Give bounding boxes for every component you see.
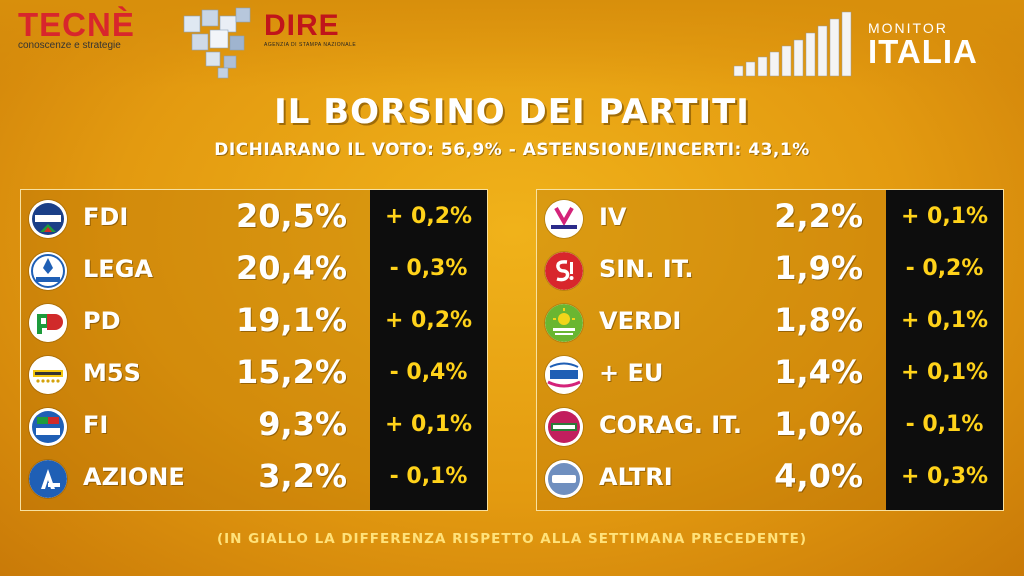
party-row-piu-europa: + EU 1,4% + 0,1% bbox=[537, 348, 1003, 400]
lega-logo-icon bbox=[29, 252, 67, 290]
bars-logo-icon bbox=[733, 11, 852, 77]
party-percent: 1,4% bbox=[774, 353, 863, 391]
party-abbr: FDI bbox=[83, 203, 129, 231]
m5s-logo-icon bbox=[29, 356, 67, 394]
party-percent: 20,4% bbox=[235, 249, 347, 287]
party-abbr: M5S bbox=[83, 359, 141, 387]
party-abbr: IV bbox=[599, 203, 627, 231]
tecne-logo: TECNÈ conoscenze e strategie bbox=[18, 6, 135, 52]
party-percent: 15,2% bbox=[235, 353, 347, 391]
party-delta: + 0,2% bbox=[384, 204, 473, 229]
cubes-logo-icon bbox=[183, 7, 251, 79]
party-abbr: + EU bbox=[599, 359, 664, 387]
piu-europa-logo-icon bbox=[545, 356, 583, 394]
party-percent: 9,3% bbox=[258, 405, 347, 443]
party-row-pd: PD 19,1% + 0,2% bbox=[21, 296, 487, 348]
party-row-fdi: FDI 20,5% + 0,2% bbox=[21, 192, 487, 244]
party-delta: + 0,3% bbox=[900, 464, 989, 489]
party-delta: - 0,1% bbox=[905, 412, 984, 437]
party-delta: - 0,3% bbox=[389, 256, 468, 281]
party-row-azione: AZIONE 3,2% - 0,1% bbox=[21, 452, 487, 504]
delta-column bbox=[370, 190, 487, 510]
party-percent: 1,9% bbox=[774, 249, 863, 287]
party-abbr: FI bbox=[83, 411, 109, 439]
party-percent: 1,0% bbox=[774, 405, 863, 443]
party-percent: 3,2% bbox=[258, 457, 347, 495]
tecne-brand: TECNÈ bbox=[18, 6, 135, 43]
party-percent: 20,5% bbox=[235, 197, 347, 235]
monitor-italia-logo: MONITOR ITALIA bbox=[732, 10, 1002, 80]
party-abbr: VERDI bbox=[599, 307, 682, 335]
party-row-fi: FI 9,3% + 0,1% bbox=[21, 400, 487, 452]
party-delta: + 0,1% bbox=[900, 308, 989, 333]
fi-logo-icon bbox=[29, 408, 67, 446]
party-row-lega: LEGA 20,4% - 0,3% bbox=[21, 244, 487, 296]
party-abbr: CORAG. IT. bbox=[599, 411, 743, 439]
left-party-table: FDI 20,5% + 0,2% LEGA 20,4% - 0,3% PD 19… bbox=[20, 189, 488, 511]
party-delta: + 0,1% bbox=[900, 360, 989, 385]
italia-label: ITALIA bbox=[868, 33, 978, 70]
party-row-sin-it: SIN. IT. 1,9% - 0,2% bbox=[537, 244, 1003, 296]
party-abbr: ALTRI bbox=[599, 463, 673, 491]
fdi-logo-icon bbox=[29, 200, 67, 238]
header-bar bbox=[0, 0, 1024, 88]
party-abbr: AZIONE bbox=[83, 463, 185, 491]
party-delta: - 0,4% bbox=[389, 360, 468, 385]
party-abbr: LEGA bbox=[83, 255, 153, 283]
party-row-coraggio-italia: CORAG. IT. 1,0% - 0,1% bbox=[537, 400, 1003, 452]
si-logo-icon bbox=[545, 252, 583, 290]
page-subtitle: DICHIARANO IL VOTO: 56,9% - ASTENSIONE/I… bbox=[214, 140, 810, 160]
azione-logo-icon bbox=[29, 460, 67, 498]
dire-tagline: AGENZIA DI STAMPA NAZIONALE bbox=[264, 42, 357, 48]
party-row-verdi: VERDI 1,8% + 0,1% bbox=[537, 296, 1003, 348]
verdi-logo-icon bbox=[545, 304, 583, 342]
delta-column bbox=[886, 190, 1003, 510]
monitor-label: MONITOR bbox=[868, 20, 948, 36]
party-delta: + 0,2% bbox=[384, 308, 473, 333]
tecne-tagline: conoscenze e strategie bbox=[18, 40, 121, 51]
party-row-altri: ALTRI 4,0% + 0,3% bbox=[537, 452, 1003, 504]
party-percent: 2,2% bbox=[774, 197, 863, 235]
dire-brand: DIRE bbox=[264, 9, 340, 42]
party-delta: + 0,1% bbox=[900, 204, 989, 229]
coraggio-italia-logo-icon bbox=[545, 408, 583, 446]
dire-logo: DIRE AGENZIA DI STAMPA NAZIONALE bbox=[264, 9, 357, 49]
party-delta: + 0,1% bbox=[384, 412, 473, 437]
right-party-table: IV 2,2% + 0,1% SIN. IT. 1,9% - 0,2% VERD… bbox=[536, 189, 1004, 511]
page-title: IL BORSINO DEI PARTITI bbox=[274, 92, 750, 132]
party-percent: 1,8% bbox=[774, 301, 863, 339]
pd-logo-icon bbox=[29, 304, 67, 342]
party-delta: - 0,1% bbox=[389, 464, 468, 489]
party-row-m5s: M5S 15,2% - 0,4% bbox=[21, 348, 487, 400]
party-percent: 19,1% bbox=[235, 301, 347, 339]
footnote: (IN GIALLO LA DIFFERENZA RISPETTO ALLA S… bbox=[216, 531, 808, 547]
party-abbr: PD bbox=[83, 307, 121, 335]
party-row-iv: IV 2,2% + 0,1% bbox=[537, 192, 1003, 244]
party-percent: 4,0% bbox=[774, 457, 863, 495]
party-delta: - 0,2% bbox=[905, 256, 984, 281]
iv-logo-icon bbox=[545, 200, 583, 238]
party-abbr: SIN. IT. bbox=[599, 255, 694, 283]
altri-logo-icon bbox=[545, 460, 583, 498]
